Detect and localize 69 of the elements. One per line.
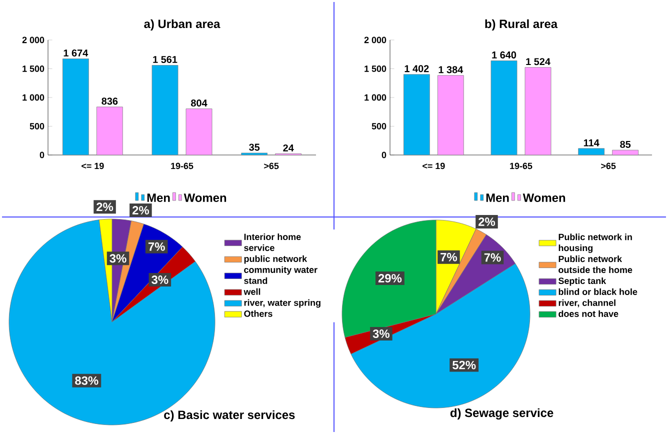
chart-title: a) Urban area <box>144 19 220 30</box>
data-label: 2% <box>478 218 496 226</box>
bar <box>62 58 89 156</box>
legend-label: Men <box>486 194 509 202</box>
bar <box>490 60 518 156</box>
data-label: 83% <box>75 376 98 385</box>
x-tick-label: 19-65 <box>171 162 194 170</box>
legend-label: Septic tank <box>558 277 606 286</box>
bar <box>241 152 268 156</box>
legend-label: does not have <box>558 310 618 317</box>
data-label: 1 674 <box>64 49 88 57</box>
data-label: 3% <box>372 329 390 338</box>
y-tick-label: 500 <box>30 123 44 130</box>
legend-label: well <box>244 288 260 295</box>
y-tick-label: 0 <box>382 152 386 158</box>
x-tick-label: >65 <box>264 162 279 170</box>
text: c) Basic water services <box>164 410 295 422</box>
data-label: 52% <box>452 360 476 370</box>
data-label: 1 402 <box>404 65 429 72</box>
bar <box>437 75 464 156</box>
legend-label: Women <box>184 194 226 202</box>
data-label: 7% <box>440 252 458 262</box>
data-label: 3% <box>152 276 168 284</box>
bar <box>612 150 639 156</box>
data-label: 804 <box>191 100 208 107</box>
legend-label: Public network in housing <box>558 234 632 253</box>
bar <box>186 108 212 156</box>
data-label: 85 <box>620 140 631 148</box>
y-tick-label: 1 000 <box>22 94 44 101</box>
x-tick-label: 19-65 <box>510 162 532 170</box>
data-label: 836 <box>102 98 118 105</box>
data-label: 3% <box>110 254 126 263</box>
data-label: 2% <box>96 202 114 212</box>
data-label: 1 524 <box>526 58 550 66</box>
bar <box>96 106 123 156</box>
legend-label: Men <box>147 194 170 202</box>
y-tick-label: 500 <box>372 123 386 130</box>
data-label: 7% <box>484 253 501 262</box>
data-label: 7% <box>148 242 165 251</box>
y-tick-label: 0 <box>40 152 44 158</box>
chart-title: b) Rural area <box>485 19 558 30</box>
data-label: 29% <box>378 274 402 282</box>
text: d) Sewage service <box>450 408 554 420</box>
data-label: 35 <box>249 144 260 151</box>
bar <box>578 148 605 156</box>
data-label: 2% <box>132 206 150 214</box>
x-tick-label: >65 <box>601 162 616 170</box>
data-label: 1 384 <box>438 66 464 74</box>
data-label: 1 640 <box>492 51 516 58</box>
data-label: 24 <box>283 144 294 152</box>
legend-label: Others <box>244 310 272 317</box>
y-tick-label: 1 500 <box>22 66 44 72</box>
y-tick-label: 1 000 <box>364 94 386 101</box>
data-label: 1 561 <box>153 56 178 64</box>
legend-label: river, water spring <box>244 299 320 308</box>
data-label: 114 <box>584 139 600 146</box>
bar <box>403 74 430 156</box>
legend-label: Women <box>522 194 566 202</box>
x-tick-label: <= 19 <box>82 162 104 170</box>
legend-label: public network <box>244 255 308 264</box>
y-tick-label: 2 000 <box>364 36 386 44</box>
y-tick-label: 2 000 <box>22 36 44 44</box>
x-tick-label: <= 19 <box>422 162 445 170</box>
y-tick-label: 1 500 <box>364 66 386 72</box>
bar <box>524 67 552 156</box>
legend-label: river, channel <box>558 299 616 308</box>
legend-label: blind or black hole <box>558 288 638 296</box>
bar <box>152 65 178 156</box>
legend-label: Public network outside the home <box>558 256 632 274</box>
